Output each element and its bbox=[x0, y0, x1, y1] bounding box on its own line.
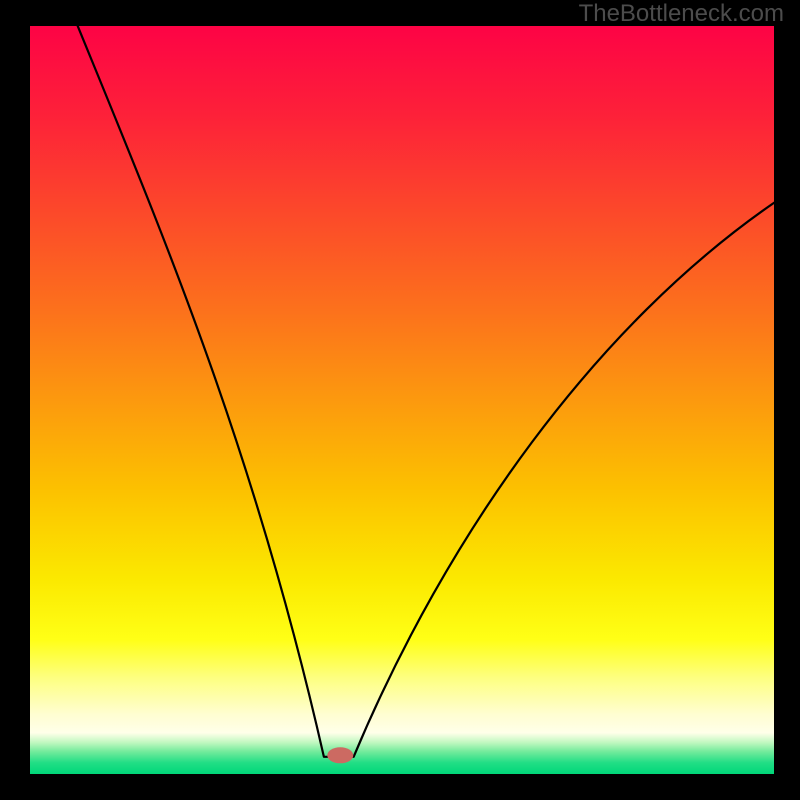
gradient-background bbox=[30, 26, 774, 774]
watermark-text: TheBottleneck.com bbox=[579, 0, 784, 28]
plot-svg bbox=[30, 26, 774, 774]
chart-stage: TheBottleneck.com bbox=[0, 0, 800, 800]
plot-area bbox=[30, 26, 774, 774]
optimum-marker bbox=[327, 747, 353, 763]
frame-left bbox=[0, 0, 30, 800]
frame-bottom bbox=[0, 774, 800, 800]
frame-right bbox=[774, 0, 800, 800]
